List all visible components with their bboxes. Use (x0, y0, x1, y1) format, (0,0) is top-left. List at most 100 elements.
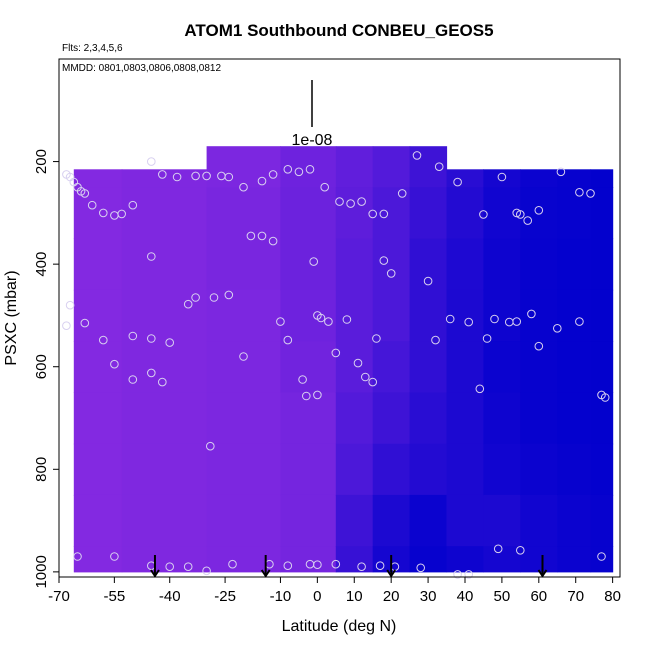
observation-point (147, 157, 156, 166)
heatmap-cell (446, 443, 484, 496)
observation-point (534, 206, 544, 215)
observation-point (575, 188, 584, 197)
heatmap-cell (73, 341, 123, 393)
observation-point (379, 256, 389, 265)
x-tick-label: -25 (214, 588, 236, 605)
observation-point (202, 171, 211, 181)
heatmap-cell (335, 187, 374, 240)
heatmap-cell (520, 443, 558, 496)
observation-point (335, 197, 344, 206)
observation-point (475, 384, 485, 394)
observation-point (372, 334, 381, 343)
heatmap-cell (446, 341, 484, 393)
heatmap-cell (520, 494, 558, 547)
observation-point (556, 167, 566, 177)
heatmap-cell (409, 392, 448, 445)
x-axis: -70 -55 -40 -25 -10 0 10 20 30 40 50 60 70 80 (48, 577, 621, 605)
y-axis: 200 400 600 800 1000 (33, 149, 59, 589)
observation-point (320, 182, 330, 192)
heatmap-cell (409, 289, 448, 342)
heatmap-cell (335, 289, 374, 342)
observation-point (128, 200, 138, 210)
heatmap-cell (483, 289, 521, 342)
heatmap-cell (483, 392, 521, 445)
heatmap-cell (372, 341, 411, 393)
observation-point (65, 300, 75, 310)
heatmap-cell (520, 289, 558, 342)
x-tick-label: -10 (270, 588, 292, 605)
x-tick-label: 20 (383, 588, 400, 605)
observation-point (353, 358, 363, 368)
heatmap-cell (206, 392, 281, 445)
heatmap-cell (520, 187, 558, 240)
x-axis-title: Latitude (deg N) (282, 618, 397, 635)
heatmap-cell (446, 238, 484, 291)
y-tick-label: 200 (33, 149, 50, 174)
heatmap-cell (590, 443, 614, 496)
heatmap-cell (590, 341, 614, 393)
heatmap-cell (73, 494, 123, 547)
heatmap-cell (483, 494, 521, 547)
observation-point (416, 563, 426, 573)
heatmap-cell (73, 392, 123, 445)
observation-point (209, 293, 219, 302)
observation-point (191, 171, 200, 181)
heatmap-cell (483, 341, 521, 393)
observation-point (375, 561, 385, 571)
x-tick-label: 40 (457, 588, 474, 605)
heatmap-cell (590, 392, 614, 445)
observation-point (99, 208, 108, 218)
heatmap-cell (557, 187, 592, 240)
observation-point (482, 334, 492, 343)
observation-point (183, 299, 193, 309)
heatmap-cell (446, 494, 484, 547)
heatmap-cell (372, 187, 411, 240)
heatmap-cell (280, 392, 337, 445)
observation-point (412, 151, 422, 160)
observation-point (110, 552, 119, 561)
heatmap-cell (590, 546, 614, 573)
observation-point (224, 290, 234, 300)
observation-point (516, 210, 525, 219)
heatmap-cell (121, 392, 208, 445)
observation-point (294, 167, 304, 177)
flights-note: Flts: 2,3,4,5,6 (62, 43, 123, 54)
observation-point (309, 257, 319, 266)
heatmap-cell (121, 494, 208, 547)
chart-title: ATOM1 Southbound CONBEU_GEOS5 (184, 21, 493, 40)
observation-point (302, 391, 311, 401)
heatmap-cell (590, 289, 614, 342)
heatmap-cell (409, 494, 448, 547)
scale-bar: 1e-08 (292, 80, 333, 149)
observation-point (147, 334, 156, 343)
observation-point (493, 544, 503, 554)
observation-point (527, 309, 536, 319)
observation-point (313, 390, 322, 400)
scale-bar-label: 1e-08 (292, 132, 333, 149)
observation-point (490, 314, 499, 324)
arrow-head (150, 569, 160, 578)
y-tick-label: 400 (33, 252, 50, 277)
observation-point (110, 359, 119, 369)
observation-point (158, 377, 167, 387)
heatmap-cell (590, 494, 614, 547)
observation-point (147, 368, 156, 378)
x-tick-label: 70 (567, 588, 584, 605)
heatmap-cell (206, 187, 281, 240)
heatmap-cell (590, 169, 614, 188)
arrow-head (386, 569, 397, 578)
heatmap-cell (446, 169, 484, 188)
x-tick-label: -70 (48, 588, 70, 605)
heatmap-cell (409, 146, 448, 188)
observation-point (283, 165, 293, 174)
observation-point (239, 352, 248, 361)
heatmap-cell (206, 443, 281, 496)
x-tick-label: 10 (346, 588, 363, 605)
heatmap-cell (557, 392, 592, 445)
y-tick-label: 1000 (33, 555, 50, 588)
heatmap-cell (73, 546, 123, 573)
heatmap-cell (121, 169, 208, 188)
heatmap-cell (73, 289, 123, 342)
heatmap-cell (280, 187, 337, 240)
